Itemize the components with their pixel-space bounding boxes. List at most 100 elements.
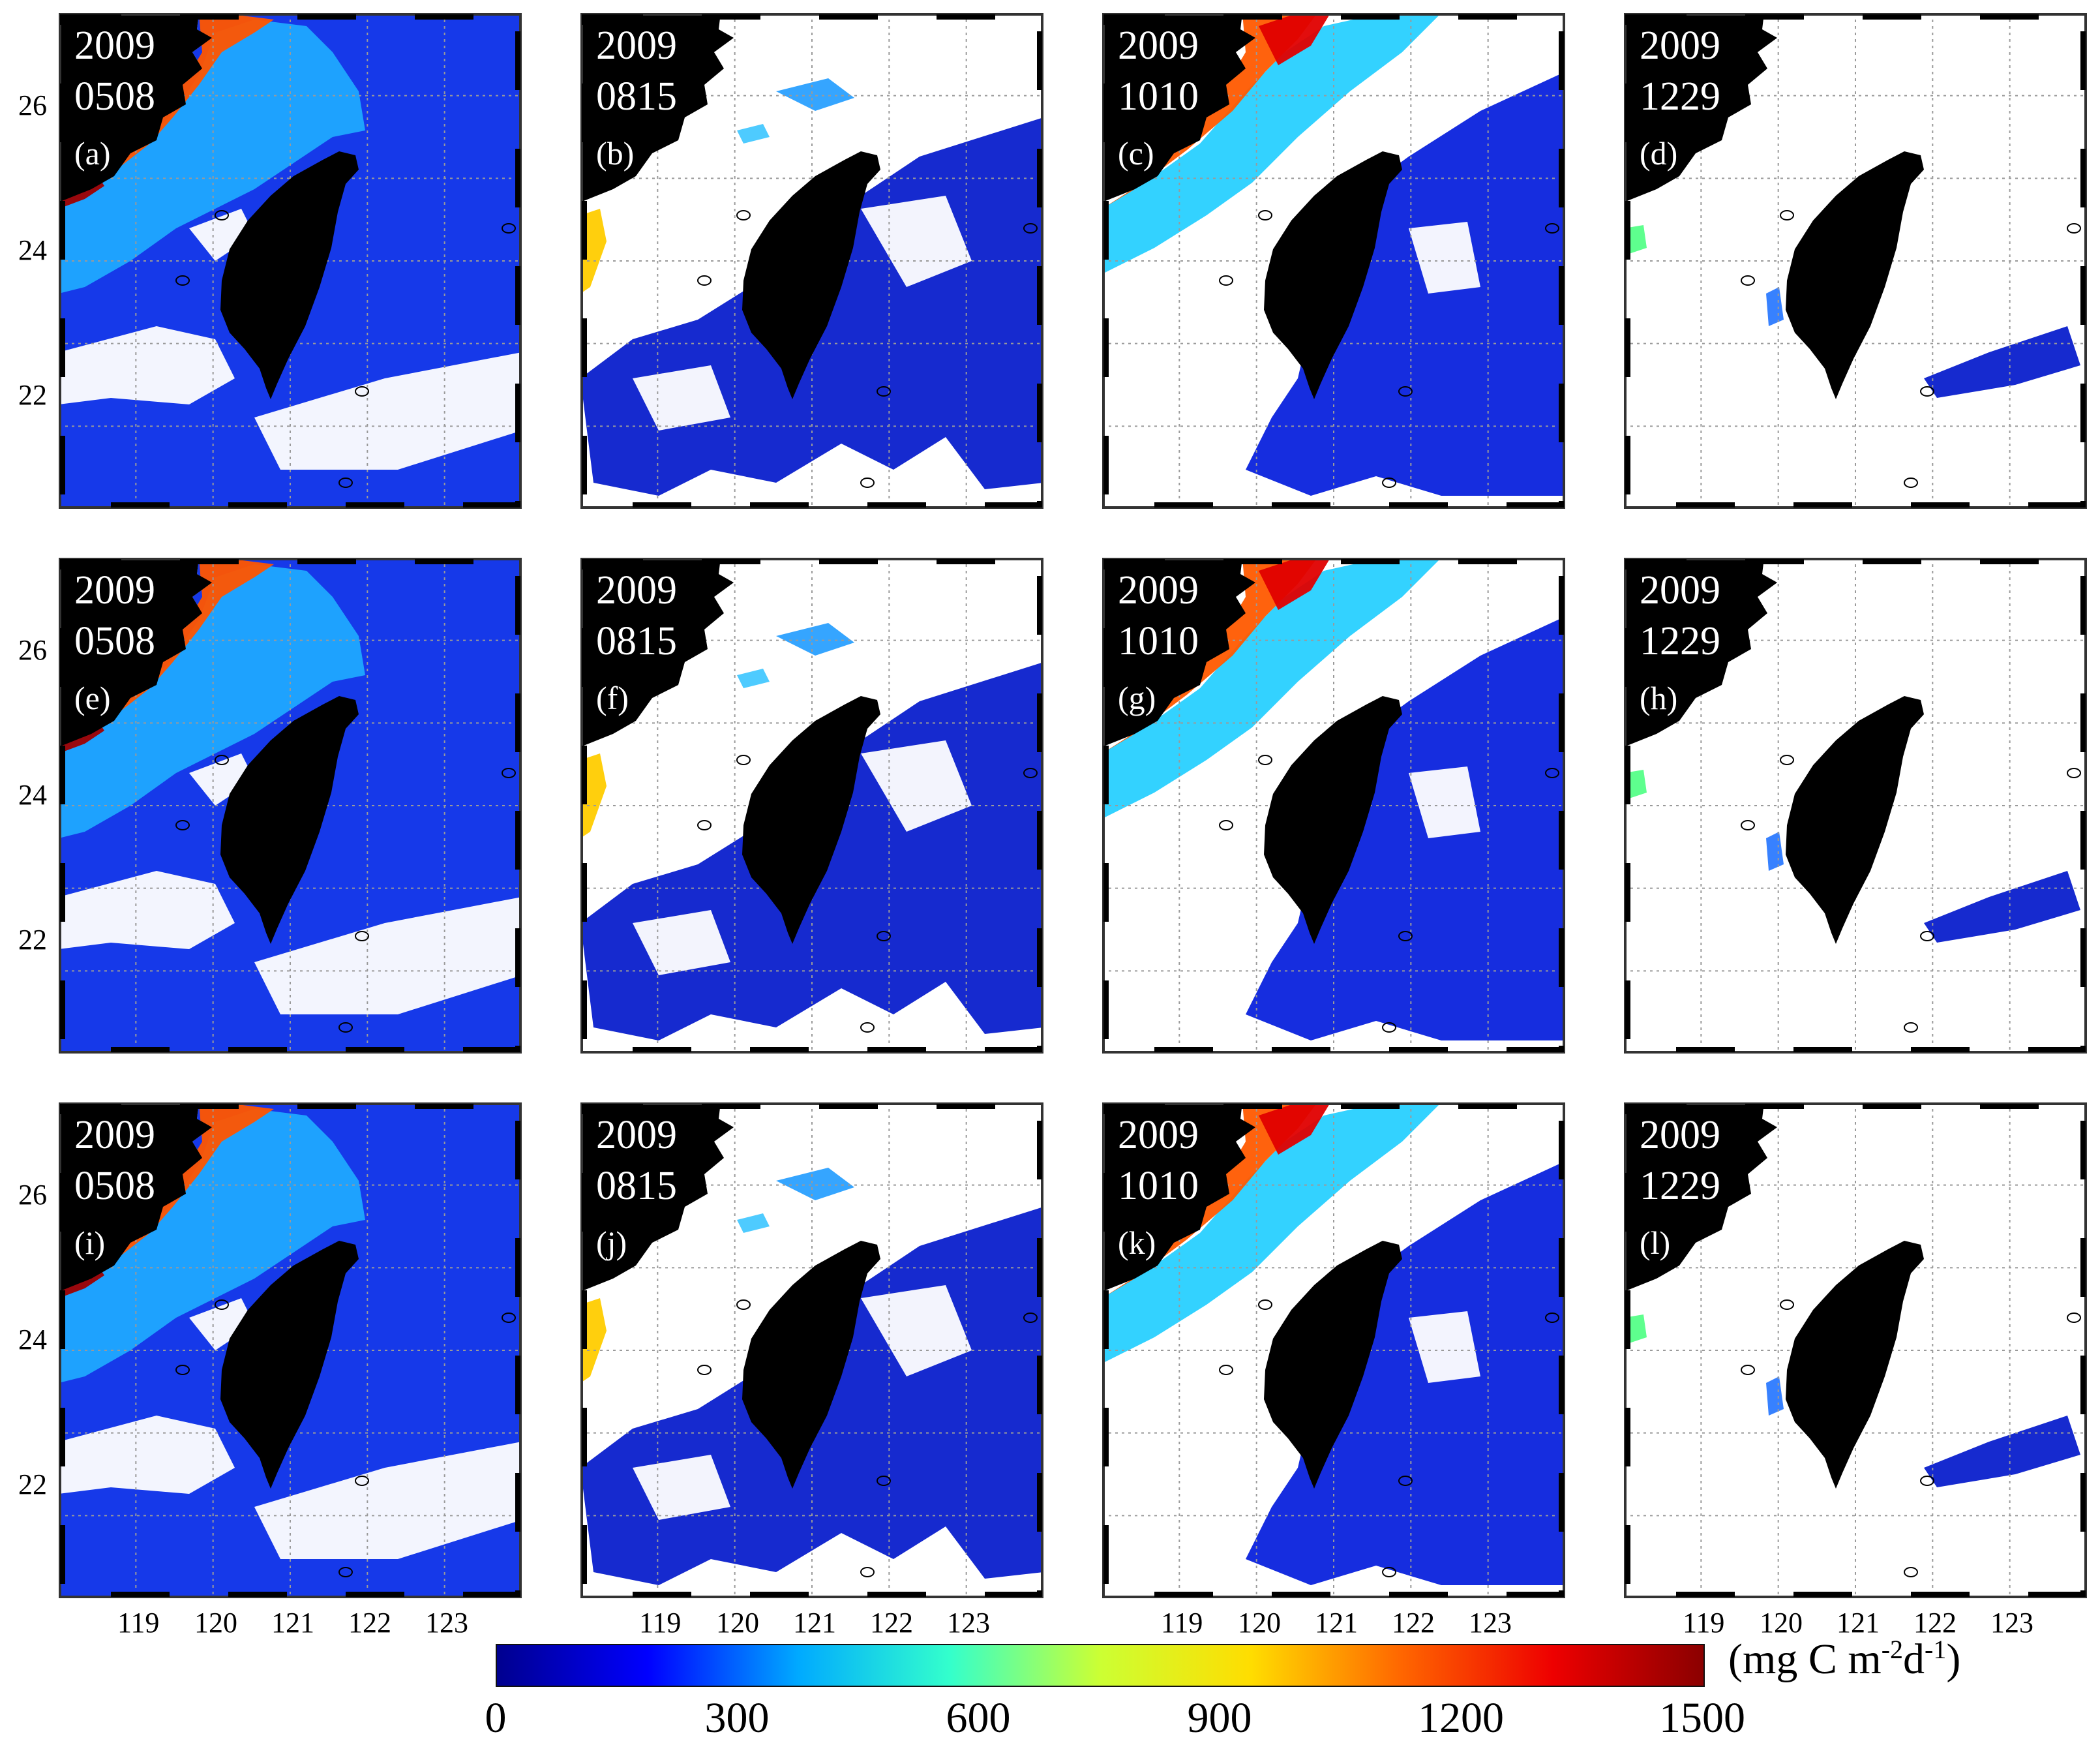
panel-year: 2009	[1640, 568, 1720, 613]
small-island	[1780, 210, 1794, 220]
small-island	[1258, 1299, 1272, 1310]
productivity-patch	[1180, 871, 1252, 949]
panel-date: 0815	[596, 74, 677, 119]
small-island	[736, 1299, 751, 1310]
productivity-patch	[1409, 222, 1480, 294]
panel-year: 2009	[596, 23, 677, 68]
taiwan-island	[1786, 151, 1924, 399]
panel-date: 1229	[1640, 74, 1720, 119]
longitude-tick-label: 119	[117, 1607, 160, 1639]
small-island	[1920, 931, 1934, 941]
productivity-patch	[1259, 1102, 1330, 1155]
productivity-patch	[59, 1109, 365, 1383]
small-island	[1398, 386, 1413, 397]
productivity-patch	[1102, 1102, 1441, 1363]
small-island	[2067, 1313, 2081, 1323]
map-panel-f: 2009 0815 (f)	[580, 558, 1043, 1054]
productivity-patch	[1246, 72, 1565, 496]
productivity-patch	[59, 558, 274, 747]
mainland-coast	[1624, 13, 1777, 202]
mainland-coast	[1624, 1102, 1777, 1292]
map-i: 2009 0508 (i)	[59, 1102, 522, 1598]
panel-year: 2009	[596, 1113, 677, 1157]
longitude-tick-label: 120	[194, 1607, 237, 1639]
productivity-patch	[1259, 558, 1330, 610]
productivity-patch	[861, 740, 972, 832]
productivity-patch	[254, 897, 522, 1014]
map-panel-l: 2009 1229 (l)	[1624, 1102, 2087, 1598]
small-island	[1920, 386, 1934, 397]
small-island	[877, 386, 891, 397]
small-island	[860, 478, 875, 488]
productivity-patch	[633, 1455, 730, 1520]
productivity-patch	[776, 623, 854, 656]
panel-date: 0508	[74, 1164, 155, 1208]
productivity-patch	[59, 1416, 235, 1494]
productivity-patch	[737, 124, 770, 144]
panel-date: 0508	[74, 619, 155, 663]
productivity-patch	[189, 209, 254, 261]
map-panel-a: 2009 0508 (a)	[59, 13, 522, 509]
productivity-patch	[1766, 287, 1784, 326]
panel-letter: (i)	[74, 1224, 105, 1261]
panel-letter: (b)	[596, 135, 634, 172]
small-island	[1219, 820, 1233, 830]
small-island	[1545, 768, 1559, 778]
small-island	[1382, 1567, 1396, 1577]
small-island	[697, 820, 712, 830]
longitude-tick-label: 121	[1315, 1607, 1358, 1639]
small-island	[1023, 768, 1038, 778]
colorbar-tick-label: 300	[704, 1694, 770, 1742]
colorbar	[496, 1644, 1705, 1687]
map-panel-b: 2009 0815 (b)	[580, 13, 1043, 509]
map-panel-h: 2009 1229 (h)	[1624, 558, 2087, 1054]
latitude-tick-label: 26	[18, 1179, 47, 1211]
colorbar-tick-label: 600	[946, 1694, 1011, 1742]
taiwan-island	[1264, 696, 1402, 944]
taiwan-island	[1786, 1241, 1924, 1489]
panel-date: 1010	[1118, 1164, 1199, 1208]
longitude-tick-label: 119	[1683, 1607, 1725, 1639]
map-j: 2009 0815 (j)	[580, 1102, 1043, 1598]
small-island	[1023, 1313, 1038, 1323]
small-island	[1219, 275, 1233, 286]
map-panel-e: 2009 0508 (e)	[59, 558, 522, 1054]
map-b: 2009 0815 (b)	[580, 13, 1043, 509]
small-island	[1545, 1313, 1559, 1323]
productivity-patch	[59, 326, 235, 404]
productivity-patch	[1246, 1161, 1565, 1585]
latitude-tick-label: 22	[18, 924, 47, 956]
latitude-tick-label: 26	[18, 634, 47, 666]
small-island	[502, 768, 516, 778]
mainland-coast	[1102, 13, 1255, 202]
productivity-patch	[59, 13, 274, 202]
map-k: 2009 1010 (k)	[1102, 1102, 1565, 1598]
small-island	[1741, 275, 1755, 286]
map-e: 2009 0508 (e)	[59, 558, 522, 1054]
mainland-coast	[59, 1102, 212, 1292]
mainland-coast	[580, 1102, 734, 1292]
mainland-coast	[580, 558, 734, 747]
panel-year: 2009	[1118, 568, 1199, 613]
longitude-tick-label: 120	[1238, 1607, 1281, 1639]
small-island	[2067, 768, 2081, 778]
productivity-patch	[1246, 616, 1565, 1040]
map-panel-g: 2009 1010 (g)	[1102, 558, 1565, 1054]
longitude-tick-label: 119	[639, 1607, 682, 1639]
latitude-tick-label: 26	[18, 89, 47, 121]
small-island	[1382, 478, 1396, 488]
colorbar-tick-label: 900	[1187, 1694, 1252, 1742]
small-island	[502, 223, 516, 234]
panel-letter: (k)	[1118, 1224, 1156, 1261]
productivity-patch	[59, 564, 365, 838]
latitude-tick-label: 24	[18, 1324, 47, 1356]
small-island	[215, 1299, 229, 1310]
productivity-patch	[737, 669, 770, 688]
small-island	[697, 1365, 712, 1375]
small-island	[860, 1567, 875, 1577]
productivity-patch	[1766, 1376, 1784, 1416]
productivity-patch	[1102, 558, 1441, 819]
mainland-coast	[1102, 558, 1255, 747]
longitude-tick-label: 122	[870, 1607, 913, 1639]
panel-year: 2009	[596, 568, 677, 613]
